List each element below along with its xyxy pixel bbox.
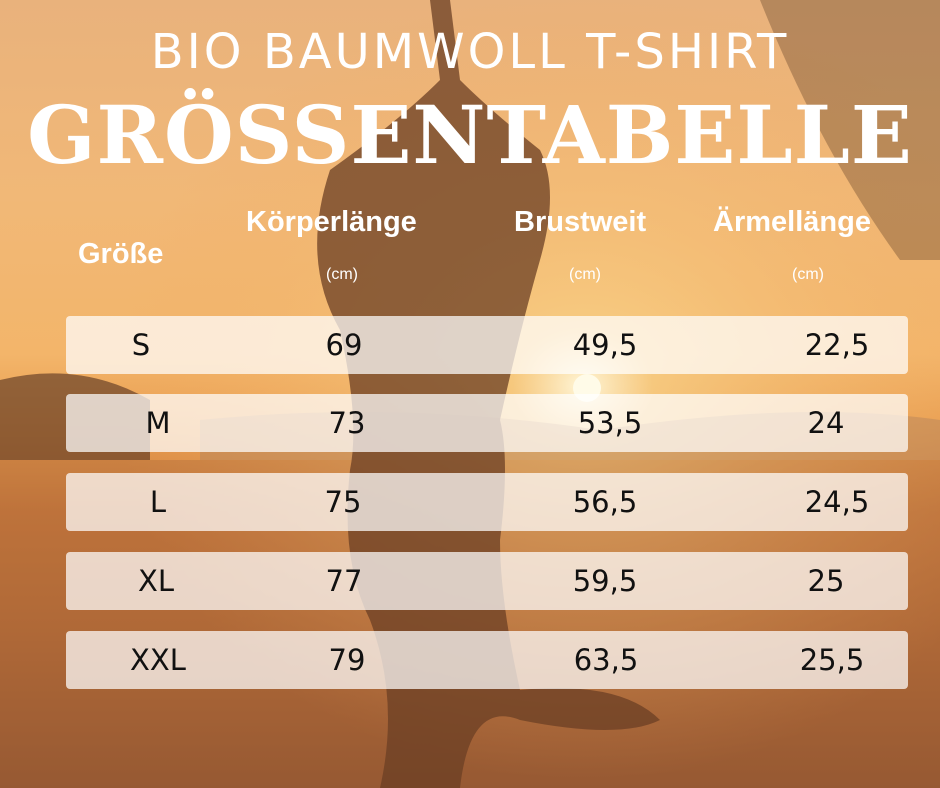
cell-chest-width: 49,5: [572, 328, 638, 362]
cell-chest-width: 59,5: [572, 564, 638, 598]
cell-chest-width: 56,5: [572, 485, 638, 519]
cell-body-length: 75: [324, 485, 362, 519]
cell-chest-width: 53,5: [577, 406, 643, 440]
product-title: BIO BAUMWOLL T-SHIRT: [150, 24, 790, 80]
cell-sleeve-length: 24,5: [804, 485, 870, 519]
column-header-body-length: Körperlänge: [246, 206, 417, 238]
cell-size: XL: [137, 564, 175, 598]
cell-size: XXL: [130, 643, 186, 677]
cell-body-length: 73: [328, 406, 366, 440]
table-row: XXL 79 63,5 25,5: [66, 631, 908, 689]
table-row: M 73 53,5 24: [66, 394, 908, 452]
cell-body-length: 69: [325, 328, 363, 362]
cell-sleeve-length: 25,5: [799, 643, 865, 677]
table-row: XL 77 59,5 25: [66, 552, 908, 610]
cell-body-length: 79: [328, 643, 366, 677]
cell-size: M: [145, 406, 171, 440]
cell-size: S: [131, 328, 151, 362]
page-title: GRÖSSENTABELLE: [27, 88, 913, 182]
unit-body-length: (cm): [326, 266, 358, 283]
table-row: S 69 49,5 22,5: [66, 316, 908, 374]
unit-chest-width: (cm): [569, 266, 601, 283]
cell-chest-width: 63,5: [573, 643, 639, 677]
column-header-size: Größe: [78, 238, 164, 270]
unit-sleeve-length: (cm): [792, 266, 824, 283]
column-header-sleeve-length: Ärmellänge: [713, 206, 871, 238]
cell-size: L: [149, 485, 167, 519]
cell-sleeve-length: 22,5: [804, 328, 870, 362]
cell-sleeve-length: 25: [807, 564, 845, 598]
cell-sleeve-length: 24: [807, 406, 845, 440]
cell-body-length: 77: [325, 564, 363, 598]
table-row: L 75 56,5 24,5: [66, 473, 908, 531]
column-header-chest-width: Brustweit: [514, 206, 647, 238]
